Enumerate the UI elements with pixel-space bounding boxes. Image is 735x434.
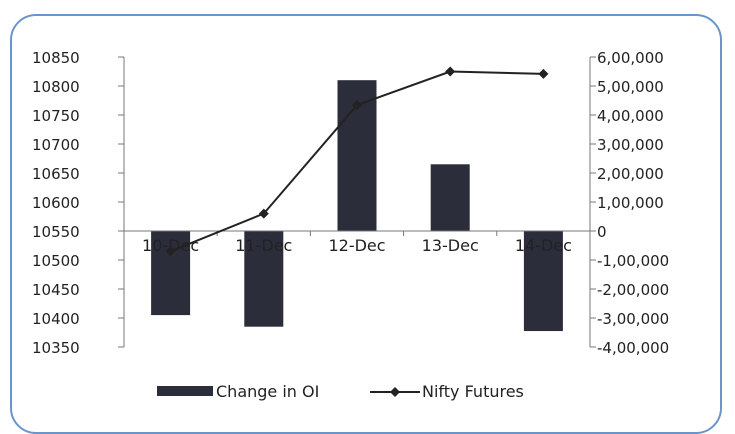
- point-nifty-futures: [352, 100, 362, 111]
- right-y-axis: [589, 56, 596, 348]
- point-nifty-futures: [258, 208, 269, 219]
- category-label: 11-Dec: [235, 236, 292, 255]
- line-series-nifty-futures: [165, 66, 549, 257]
- category-label: 12-Dec: [328, 236, 385, 255]
- right-tick-label: 0: [597, 223, 607, 241]
- right-tick-label: -1,00,000: [597, 252, 669, 270]
- left-tick-label: 10800: [32, 78, 80, 96]
- bar-change-in-oi: [523, 231, 563, 332]
- category-label: 14-Dec: [515, 236, 572, 255]
- point-nifty-futures: [538, 68, 549, 79]
- right-tick-label: 3,00,000: [597, 136, 664, 154]
- combo-chart: 10-Dec 11-Dec 12-Dec 13-Dec 14-Dec 10850 1080…: [32, 49, 669, 401]
- category-labels: 10-Dec 11-Dec 12-Dec 13-Dec 14-Dec: [142, 236, 572, 255]
- left-tick-label: 10850: [32, 49, 80, 67]
- right-tick-label: -3,00,000: [597, 310, 669, 328]
- right-tick-label: 2,00,000: [597, 165, 664, 183]
- legend: Change in OI Nifty Futures: [157, 382, 524, 401]
- left-tick-label: 10400: [32, 310, 80, 328]
- right-tick-labels: 6,00,000 5,00,000 4,00,000 3,00,000 2,00,000…: [597, 49, 669, 357]
- legend-label-change-in-oi: Change in OI: [216, 382, 319, 401]
- point-nifty-futures: [445, 66, 456, 77]
- left-tick-label: 10650: [32, 165, 80, 183]
- left-tick-label: 10750: [32, 107, 80, 125]
- left-tick-label: 10450: [32, 281, 80, 299]
- right-tick-label: 6,00,000: [597, 49, 664, 67]
- left-tick-label: 10550: [32, 223, 80, 241]
- bar-change-in-oi: [430, 164, 470, 231]
- category-label: 13-Dec: [422, 236, 479, 255]
- right-tick-label: 4,00,000: [597, 107, 664, 125]
- category-label: 10-Dec: [142, 236, 199, 255]
- left-tick-label: 10500: [32, 252, 80, 270]
- right-tick-label: 5,00,000: [597, 78, 664, 96]
- legend-label-nifty-futures: Nifty Futures: [422, 382, 524, 401]
- left-tick-label: 10350: [32, 339, 80, 357]
- point-nifty-futures: [165, 246, 176, 257]
- left-tick-labels: 10850 10800 10750 10700 10650 10600 10550 10500…: [32, 49, 80, 357]
- legend-marker-diamond: [390, 387, 400, 397]
- right-tick-label: -2,00,000: [597, 281, 669, 299]
- right-tick-label: 1,00,000: [597, 194, 664, 212]
- right-tick-label: -4,00,000: [597, 339, 669, 357]
- bar-series-change-in-oi: [151, 80, 563, 332]
- legend-swatch-change-in-oi: [157, 386, 213, 396]
- left-tick-label: 10600: [32, 194, 80, 212]
- bar-change-in-oi: [244, 231, 284, 327]
- left-y-axis: [118, 56, 125, 348]
- left-tick-label: 10700: [32, 136, 80, 154]
